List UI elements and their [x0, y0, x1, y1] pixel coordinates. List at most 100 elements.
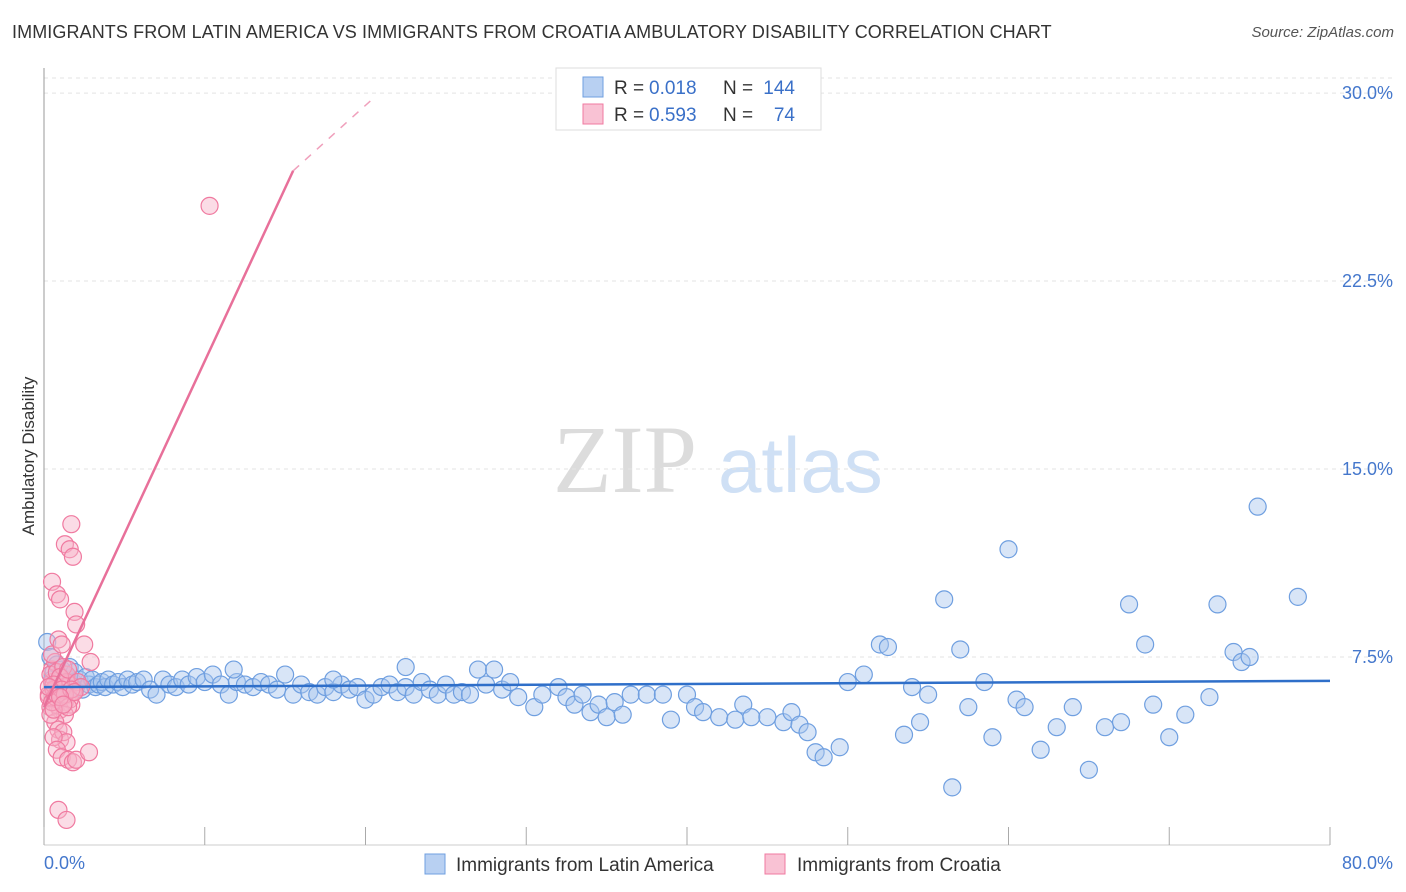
- latin-america-point: [533, 685, 552, 704]
- series-legend-label-latin: Immigrants from Latin America: [456, 855, 714, 876]
- latin-america-point: [573, 685, 592, 704]
- latin-america-point: [396, 657, 415, 677]
- croatia-points: [39, 196, 219, 830]
- legend-swatch-latin: [582, 76, 604, 98]
- latin-america-point: [814, 748, 833, 767]
- chart-title: IMMIGRANTS FROM LATIN AMERICA VS IMMIGRA…: [12, 22, 1052, 42]
- latin-america-point: [854, 665, 873, 684]
- latin-america-point: [959, 698, 978, 717]
- latin-america-point: [597, 708, 616, 727]
- latin-america-point: [1136, 635, 1155, 654]
- latin-america-point: [983, 728, 1002, 747]
- correlation-legend: R = 0.018 N = 144 R = 0.593 N = 74: [555, 67, 822, 131]
- latin-america-point: [910, 713, 930, 732]
- trend-lines: [42, 97, 1331, 708]
- x-tick-label-max: 80.0%: [1342, 853, 1393, 873]
- latin-america-point: [999, 540, 1018, 559]
- y-tick-labels: 7.5% 15.0% 22.5% 30.0%: [1342, 83, 1393, 667]
- latin-america-point: [1144, 695, 1163, 714]
- latin-america-point: [1063, 698, 1082, 717]
- latin-america-point: [1079, 760, 1098, 779]
- latin-america-point: [276, 665, 295, 684]
- legend-r-value-croatia: 0.593: [649, 105, 697, 126]
- latin-america-point: [509, 688, 528, 707]
- latin-america-point: [902, 677, 922, 697]
- latin-america-point: [267, 680, 287, 699]
- latin-america-point: [637, 685, 656, 704]
- latin-america-point: [1015, 698, 1034, 717]
- x-tick-label-min: 0.0%: [44, 853, 85, 873]
- latin-america-point: [134, 670, 153, 689]
- y-tick-label: 7.5%: [1352, 647, 1393, 667]
- croatia-point: [63, 753, 83, 772]
- croatia-point: [54, 723, 73, 742]
- latin-america-point: [919, 685, 938, 704]
- legend-n-label-latin: N =: [723, 78, 753, 99]
- latin-america-point: [653, 685, 672, 704]
- series-legend-label-croatia: Immigrants from Croatia: [797, 855, 1001, 876]
- latin-america-point: [830, 738, 849, 757]
- y-tick-label: 30.0%: [1342, 83, 1393, 103]
- latin-america-point: [878, 637, 898, 657]
- latin-america-point: [935, 590, 954, 609]
- trend-line-croatia-extension: [292, 97, 375, 172]
- croatia-point: [75, 635, 94, 654]
- legend-r-label-croatia: R =: [614, 105, 644, 126]
- croatia-point: [50, 590, 70, 609]
- latin-america-point: [1240, 647, 1259, 667]
- y-tick-label: 22.5%: [1342, 271, 1393, 291]
- trend-line-latin: [43, 679, 1331, 689]
- legend-n-value-croatia: 74: [774, 105, 796, 126]
- latin-america-point: [661, 710, 681, 729]
- y-tick-label: 15.0%: [1342, 459, 1393, 479]
- croatia-point: [47, 585, 66, 604]
- latin-america-point: [1248, 497, 1267, 516]
- latin-america-point: [1176, 705, 1195, 724]
- x-ticks: [43, 827, 1331, 845]
- series-legend-swatch-croatia: [764, 853, 786, 875]
- series-legend-swatch-latin: [424, 853, 446, 875]
- latin-america-point: [460, 685, 480, 704]
- croatia-point: [49, 630, 68, 649]
- croatia-point: [62, 515, 81, 534]
- latin-america-point: [468, 660, 488, 679]
- latin-america-point: [758, 708, 777, 727]
- latin-america-point: [324, 670, 343, 689]
- source-label: Source: ZipAtlas.com: [1251, 24, 1394, 41]
- latin-america-point: [1111, 713, 1131, 732]
- latin-america-point: [123, 675, 142, 694]
- trend-line-croatia: [42, 170, 295, 708]
- latin-america-points: [38, 497, 1307, 797]
- croatia-point: [81, 652, 100, 672]
- latin-america-point: [742, 708, 761, 727]
- watermark-atlas: atlas: [718, 421, 883, 509]
- y-axis-label: Ambulatory Disability: [19, 376, 38, 535]
- latin-america-point: [1200, 688, 1219, 707]
- latin-america-point: [798, 723, 817, 742]
- latin-america-point: [726, 710, 745, 729]
- latin-america-point: [693, 703, 713, 722]
- latin-america-point: [951, 640, 970, 659]
- latin-america-point: [621, 685, 640, 704]
- croatia-point: [54, 695, 73, 714]
- legend-r-label-latin: R =: [614, 78, 644, 99]
- latin-america-point: [1288, 587, 1307, 606]
- latin-america-point: [1095, 718, 1115, 737]
- croatia-point: [52, 635, 71, 654]
- latin-america-point: [710, 708, 729, 727]
- latin-america-point: [1160, 728, 1179, 747]
- croatia-point: [79, 743, 99, 762]
- latin-america-point: [613, 705, 632, 724]
- croatia-point: [63, 547, 83, 566]
- latin-america-point: [224, 660, 243, 679]
- latin-america-point: [1119, 595, 1139, 614]
- latin-america-point: [1047, 718, 1066, 737]
- croatia-point: [200, 196, 219, 215]
- gridlines: [44, 77, 1392, 658]
- latin-america-point: [943, 778, 962, 797]
- legend-n-value-latin: 144: [763, 78, 795, 99]
- series-legend: Immigrants from Latin America Immigrants…: [424, 853, 1001, 876]
- croatia-point: [57, 810, 76, 830]
- legend-n-label-croatia: N =: [723, 105, 753, 126]
